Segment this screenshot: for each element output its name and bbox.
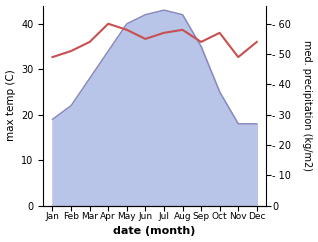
Y-axis label: max temp (C): max temp (C) [5,70,16,142]
Y-axis label: med. precipitation (kg/m2): med. precipitation (kg/m2) [302,40,313,171]
X-axis label: date (month): date (month) [114,227,196,236]
